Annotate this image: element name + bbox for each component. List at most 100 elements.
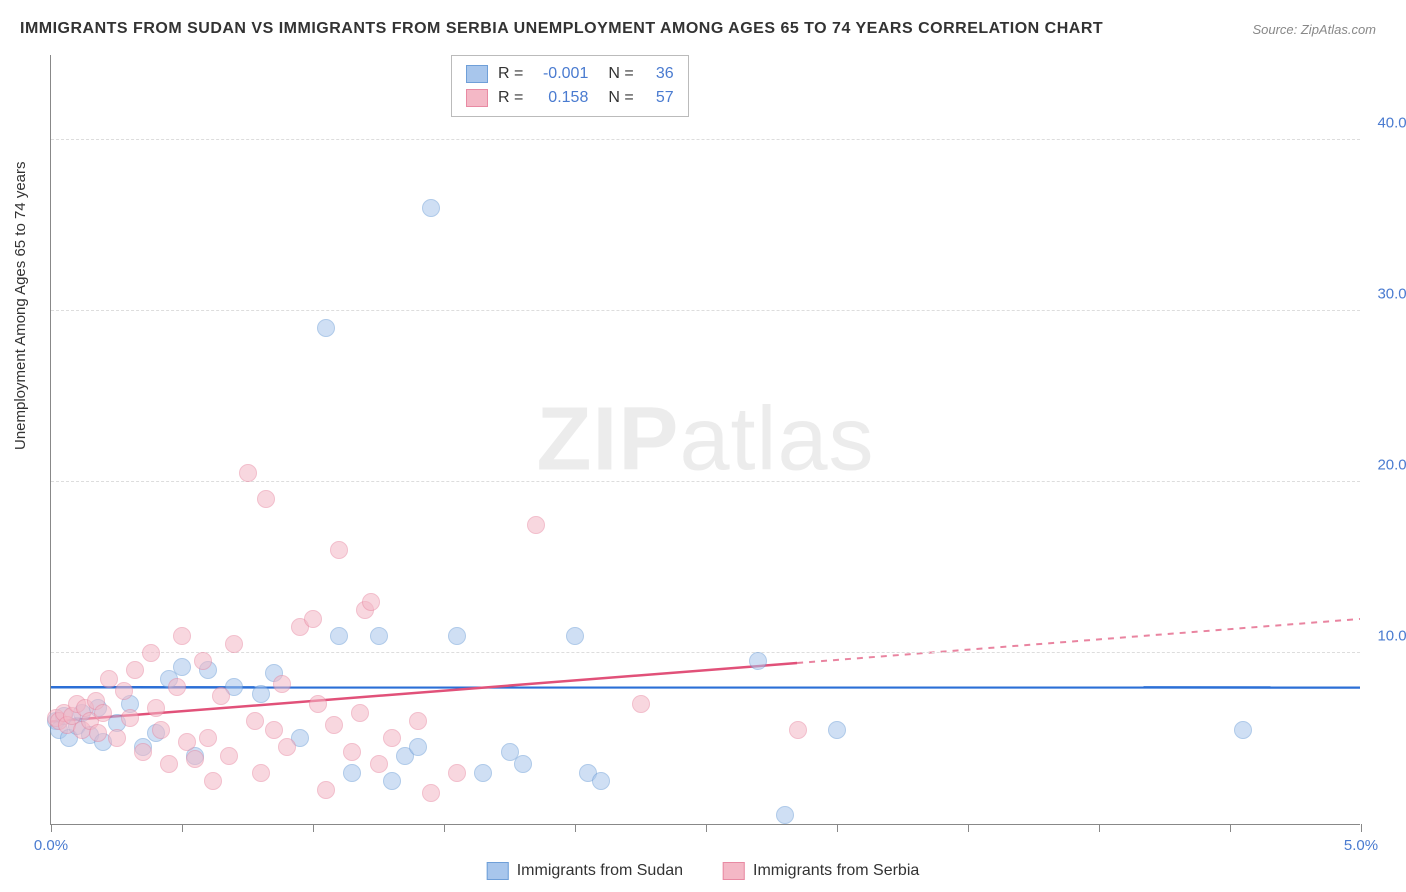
data-point xyxy=(220,747,238,765)
data-point xyxy=(1234,721,1252,739)
data-point xyxy=(325,716,343,734)
data-point xyxy=(789,721,807,739)
r-value: -0.001 xyxy=(533,62,588,86)
y-tick-label: 30.0% xyxy=(1377,285,1406,302)
data-point xyxy=(252,764,270,782)
data-point xyxy=(147,699,165,717)
r-value: 0.158 xyxy=(533,86,588,110)
n-label: N = xyxy=(608,86,633,110)
n-value: 57 xyxy=(644,86,674,110)
r-label: R = xyxy=(498,86,523,110)
legend-stat-row: R = -0.001 N = 36 xyxy=(466,62,674,86)
data-point xyxy=(194,652,212,670)
data-point xyxy=(448,764,466,782)
data-point xyxy=(370,627,388,645)
data-point xyxy=(134,743,152,761)
x-tick xyxy=(575,824,576,832)
data-point xyxy=(257,490,275,508)
data-point xyxy=(330,541,348,559)
data-point xyxy=(173,658,191,676)
data-point xyxy=(317,319,335,337)
data-point xyxy=(142,644,160,662)
legend-swatch xyxy=(466,65,488,83)
y-tick-label: 40.0% xyxy=(1377,114,1406,131)
data-point xyxy=(828,721,846,739)
data-point xyxy=(383,729,401,747)
data-point xyxy=(108,729,126,747)
x-tick-label: 0.0% xyxy=(34,837,68,854)
chart-title: IMMIGRANTS FROM SUDAN VS IMMIGRANTS FROM… xyxy=(20,20,1103,38)
legend-item: Immigrants from Sudan xyxy=(487,862,683,880)
data-point xyxy=(317,781,335,799)
legend-item: Immigrants from Serbia xyxy=(723,862,919,880)
watermark: ZIPatlas xyxy=(536,388,874,491)
data-point xyxy=(89,724,107,742)
data-point xyxy=(204,772,222,790)
data-point xyxy=(474,764,492,782)
data-point xyxy=(239,464,257,482)
n-label: N = xyxy=(608,62,633,86)
data-point xyxy=(343,764,361,782)
legend-label: Immigrants from Sudan xyxy=(517,862,683,880)
source-label: Source: ZipAtlas.com xyxy=(1252,22,1376,37)
data-point xyxy=(776,806,794,824)
scatter-plot: ZIPatlas R =-0.001N =36R =0.158N =57 10.… xyxy=(50,55,1360,825)
y-tick-label: 10.0% xyxy=(1377,627,1406,644)
x-tick xyxy=(968,824,969,832)
data-point xyxy=(383,772,401,790)
data-point xyxy=(566,627,584,645)
data-point xyxy=(168,678,186,696)
data-point xyxy=(121,709,139,727)
data-point xyxy=(273,675,291,693)
x-tick xyxy=(1099,824,1100,832)
data-point xyxy=(225,635,243,653)
data-point xyxy=(422,784,440,802)
data-point xyxy=(370,755,388,773)
legend-label: Immigrants from Serbia xyxy=(753,862,919,880)
data-point xyxy=(632,695,650,713)
x-tick xyxy=(444,824,445,832)
x-tick xyxy=(1361,824,1362,832)
data-point xyxy=(527,516,545,534)
legend-swatch xyxy=(723,862,745,880)
data-point xyxy=(199,729,217,747)
y-tick-label: 20.0% xyxy=(1377,456,1406,473)
data-point xyxy=(749,652,767,670)
data-point xyxy=(126,661,144,679)
data-point xyxy=(422,199,440,217)
x-tick xyxy=(51,824,52,832)
legend-swatch xyxy=(466,89,488,107)
data-point xyxy=(409,738,427,756)
data-point xyxy=(351,704,369,722)
data-point xyxy=(514,755,532,773)
data-point xyxy=(362,593,380,611)
data-point xyxy=(212,687,230,705)
data-point xyxy=(178,733,196,751)
r-label: R = xyxy=(498,62,523,86)
data-point xyxy=(160,755,178,773)
data-point xyxy=(186,750,204,768)
x-tick xyxy=(837,824,838,832)
x-tick xyxy=(1230,824,1231,832)
trend-lines xyxy=(51,55,1360,824)
data-point xyxy=(278,738,296,756)
legend-stat-row: R = 0.158 N = 57 xyxy=(466,86,674,110)
data-point xyxy=(152,721,170,739)
data-point xyxy=(173,627,191,645)
data-point xyxy=(252,685,270,703)
n-value: 36 xyxy=(644,62,674,86)
data-point xyxy=(448,627,466,645)
x-tick xyxy=(313,824,314,832)
x-tick xyxy=(706,824,707,832)
data-point xyxy=(592,772,610,790)
gridline-h xyxy=(51,139,1360,140)
data-point xyxy=(330,627,348,645)
y-axis-label: Unemployment Among Ages 65 to 74 years xyxy=(12,161,29,450)
data-point xyxy=(100,670,118,688)
data-point xyxy=(246,712,264,730)
data-point xyxy=(94,704,112,722)
data-point xyxy=(304,610,322,628)
series-legend: Immigrants from Sudan Immigrants from Ser… xyxy=(487,862,920,880)
stats-legend: R = -0.001 N = 36 R = 0.158 N = 57 xyxy=(451,55,689,117)
gridline-h xyxy=(51,310,1360,311)
